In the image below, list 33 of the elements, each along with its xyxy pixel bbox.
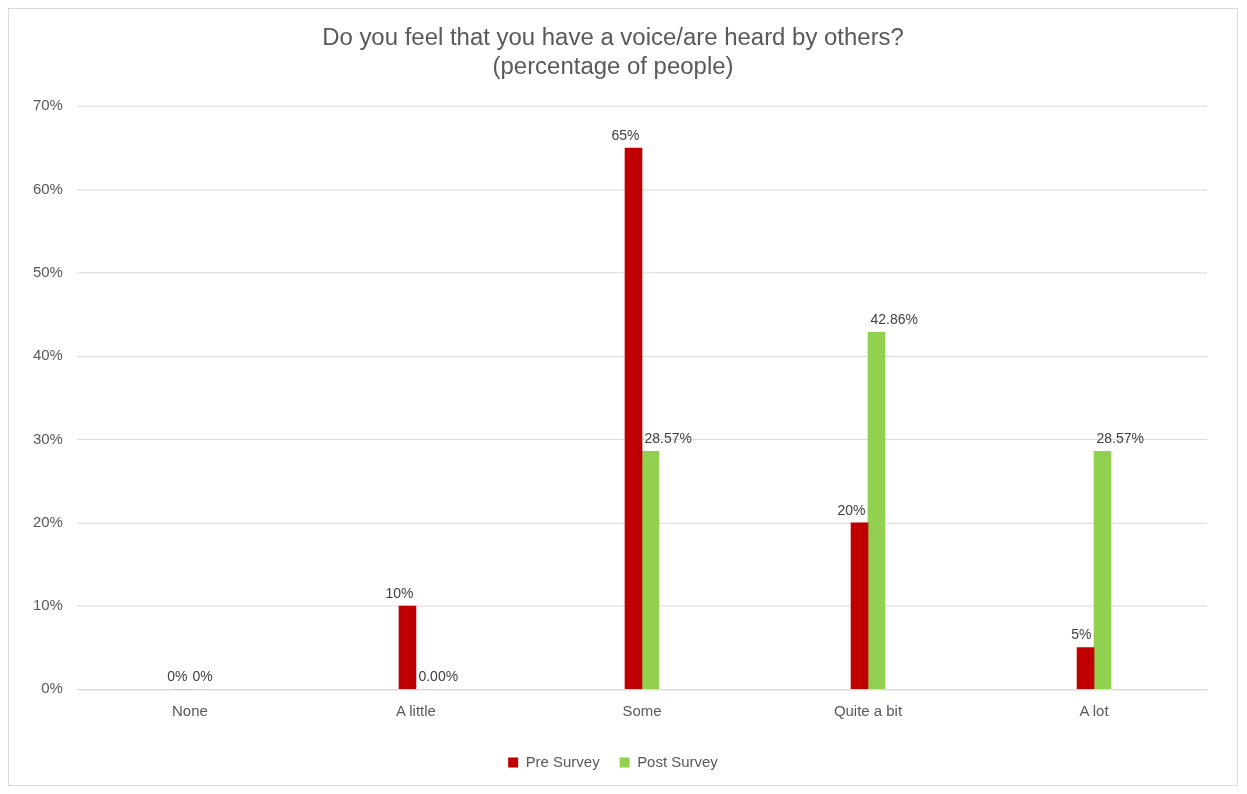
bar (1093, 451, 1112, 690)
y-tick-label: 10% (32, 596, 63, 614)
x-tick-label: Quite a bit (833, 702, 903, 720)
y-tick-label: 50% (32, 263, 63, 281)
data-label: 65% (611, 126, 640, 143)
data-label: 0% (167, 668, 188, 685)
y-tick-label: 40% (32, 346, 63, 364)
data-label: 28.57% (1096, 430, 1144, 447)
bar (624, 147, 643, 690)
data-label: 0.00% (418, 668, 459, 685)
data-label: 10% (385, 584, 414, 601)
data-label: 20% (837, 501, 866, 518)
bar (1076, 647, 1095, 690)
bar (398, 605, 417, 690)
data-label: 0% (192, 668, 213, 685)
data-label: 28.57% (644, 430, 692, 447)
y-tick-label: 20% (32, 512, 63, 530)
x-tick-label: A little (395, 702, 436, 720)
data-label: 5% (1071, 626, 1092, 643)
y-tick-label: 60% (32, 179, 63, 197)
bar (641, 451, 660, 690)
y-tick-label: 0% (41, 679, 63, 697)
chart-title: Do you feel that you have a voice/are heard by others? (percentage of people) (322, 22, 904, 79)
data-label: 42.86% (870, 311, 918, 328)
legend-label: Pre Survey (525, 752, 601, 770)
y-tick-label: 30% (32, 429, 63, 447)
x-tick-label: Some (622, 702, 662, 720)
x-tick-label: None (172, 702, 208, 720)
bar (850, 522, 869, 690)
y-tick-label: 70% (32, 96, 63, 114)
bar (867, 332, 886, 690)
legend-label: Post Survey (637, 752, 719, 770)
x-tick-label: A lot (1079, 702, 1110, 720)
